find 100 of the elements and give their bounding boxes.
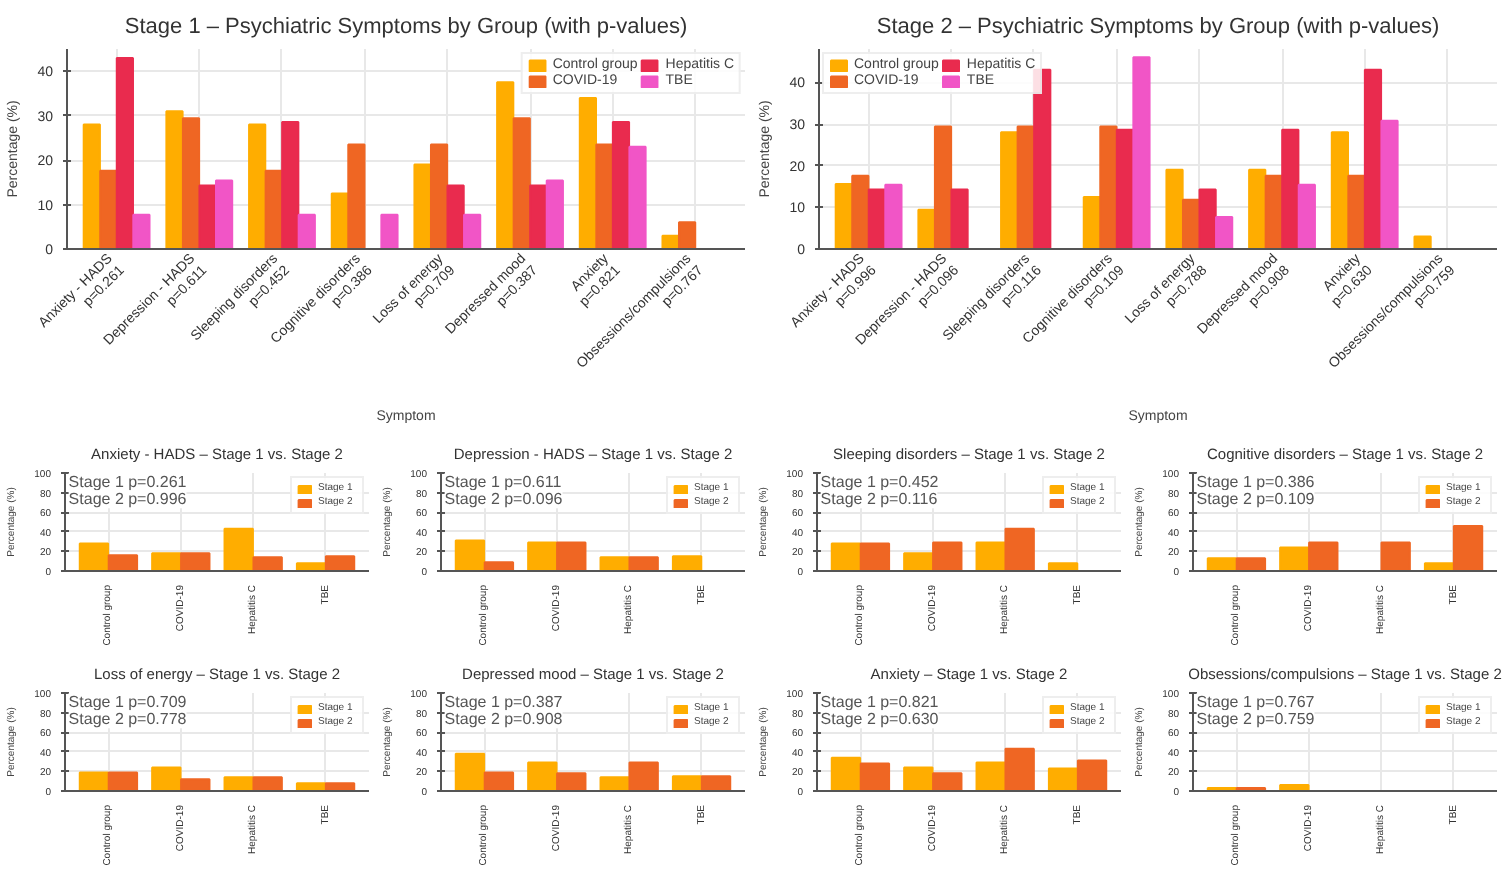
- bar: [859, 542, 891, 571]
- bar: [1297, 183, 1316, 249]
- bar: [933, 125, 953, 249]
- bar: [198, 184, 217, 249]
- bar: [1033, 68, 1052, 249]
- bar: [595, 143, 614, 249]
- annotation: Stage 2 p=0.109: [1196, 490, 1316, 509]
- bar: [1279, 546, 1310, 571]
- bar: [1181, 198, 1201, 249]
- bar: [1380, 541, 1411, 571]
- bar: [527, 761, 558, 791]
- bar: [1198, 188, 1217, 249]
- bar: [1281, 128, 1300, 249]
- bar: [950, 188, 969, 249]
- bar: [151, 552, 182, 571]
- annotation: Stage 1 p=0.261: [68, 472, 188, 491]
- bar: [463, 213, 482, 249]
- bar: [1004, 527, 1035, 571]
- bar: [1308, 541, 1339, 571]
- bar: [1000, 131, 1019, 249]
- bar: [903, 766, 934, 791]
- annotation: Stage 1 p=0.452: [820, 472, 940, 491]
- bar: [917, 208, 936, 249]
- chart-title: Stage 1 – Psychiatric Symptoms by Group (with p-values): [124, 15, 688, 39]
- bar: [1004, 747, 1035, 791]
- bar: [252, 556, 283, 571]
- bar: [678, 221, 697, 249]
- bar: [1363, 68, 1383, 249]
- bar: [429, 143, 449, 249]
- bar: [628, 761, 659, 791]
- bar: [1235, 557, 1267, 571]
- bar: [1047, 562, 1079, 571]
- bar: [248, 123, 267, 249]
- bar: [413, 163, 432, 249]
- bar: [483, 771, 515, 791]
- annotation: Stage 1 p=0.821: [820, 692, 940, 711]
- bar: [529, 184, 548, 249]
- annotation: Stage 1 p=0.767: [1196, 692, 1316, 711]
- annotation: Stage 1 p=0.386: [1196, 472, 1316, 491]
- bar: [454, 539, 486, 571]
- bar: [628, 145, 647, 249]
- bar: [107, 771, 139, 791]
- bar: [324, 782, 356, 791]
- bar: [545, 179, 564, 249]
- bar: [512, 117, 531, 249]
- bar: [628, 556, 659, 571]
- bar: [1380, 119, 1399, 249]
- bar: [496, 81, 515, 249]
- bar: [347, 143, 366, 249]
- bar: [671, 775, 703, 791]
- bar: [1206, 557, 1238, 571]
- bar: [446, 184, 465, 249]
- bar: [556, 772, 587, 791]
- bar: [180, 552, 211, 571]
- bar: [165, 110, 184, 249]
- bar: [180, 778, 211, 791]
- bar: [115, 56, 134, 249]
- bar: [1248, 168, 1267, 249]
- annotation: Stage 2 p=0.778: [68, 710, 188, 729]
- bar: [859, 762, 891, 791]
- bar: [483, 561, 515, 571]
- bar: [82, 123, 101, 249]
- bar: [1076, 759, 1108, 791]
- bar: [380, 213, 399, 249]
- annotation: Stage 1 p=0.611: [444, 472, 563, 491]
- bar: [671, 555, 703, 571]
- bar: [830, 756, 862, 791]
- bar: [1099, 125, 1118, 249]
- bar: [99, 169, 118, 249]
- bar: [1347, 174, 1366, 249]
- bar: [214, 179, 234, 249]
- annotation: Stage 2 p=0.759: [1196, 710, 1316, 729]
- bar: [181, 117, 201, 249]
- bar: [78, 542, 110, 571]
- annotation: Stage 1 p=0.709: [68, 692, 188, 711]
- bar: [107, 554, 139, 571]
- bar: [851, 174, 870, 249]
- bar: [252, 776, 283, 791]
- bar: [884, 183, 903, 249]
- bar: [1452, 524, 1484, 571]
- bar: [578, 96, 598, 249]
- bar: [1165, 168, 1184, 249]
- annotation: Stage 2 p=0.116: [820, 490, 939, 509]
- bar: [132, 213, 151, 249]
- bar: [281, 120, 300, 249]
- bar: [700, 775, 732, 791]
- annotation: Stage 2 p=0.996: [68, 490, 188, 509]
- bar: [454, 752, 486, 791]
- annotation: Stage 2 p=0.096: [444, 490, 564, 509]
- bar: [1215, 215, 1234, 249]
- bar: [1330, 131, 1350, 249]
- bar: [932, 772, 963, 791]
- bar: [297, 213, 316, 249]
- annotation: Stage 1 p=0.387: [444, 692, 564, 711]
- bar: [1413, 235, 1432, 249]
- chart-title: Stage 2 – Psychiatric Symptoms by Group (with p-values): [876, 15, 1440, 39]
- bar: [223, 527, 254, 571]
- bar: [830, 542, 862, 571]
- bar: [1132, 56, 1151, 249]
- bar: [527, 541, 558, 571]
